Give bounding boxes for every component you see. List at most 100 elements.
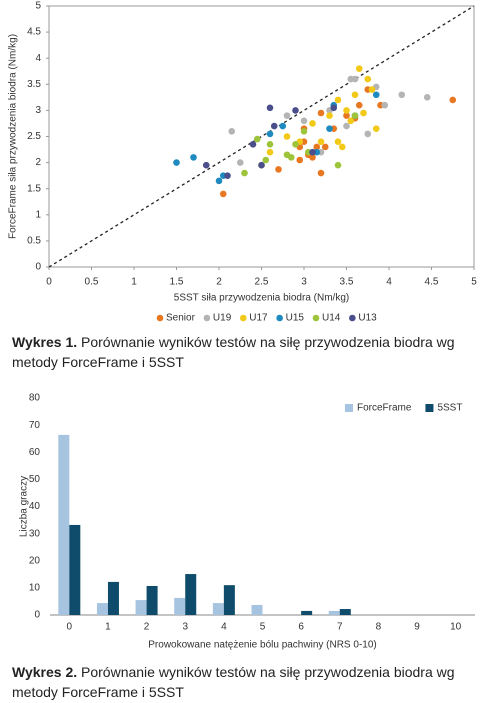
data-point: [270, 122, 278, 130]
y-tick-label: 3.5: [27, 79, 41, 90]
data-point: [283, 151, 291, 159]
data-point: [398, 91, 406, 99]
legend-label: 5SST: [437, 403, 462, 414]
x-axis-title: 5SST siła przywodzenia biodra (Nm/kg): [174, 293, 349, 304]
data-point: [326, 125, 333, 132]
y-tick-label: 70: [29, 420, 41, 431]
y-tick-label: 30: [29, 528, 41, 539]
x-tick-label: 7: [337, 622, 343, 633]
data-point: [219, 190, 227, 198]
data-point: [317, 169, 325, 177]
x-tick-label: 1.5: [170, 277, 184, 288]
data-point: [275, 166, 282, 173]
y-tick-label: 0.5: [27, 236, 41, 247]
x-tick-label: 5: [260, 622, 266, 633]
data-point: [343, 122, 350, 130]
y-tick-label: 1.5: [27, 183, 41, 194]
x-tick-label: 2: [216, 277, 222, 288]
y-tick-label: 50: [29, 474, 41, 485]
data-point: [300, 127, 308, 135]
data-point: [343, 112, 350, 119]
legend-marker: [203, 314, 211, 322]
data-point: [330, 104, 338, 112]
data-point: [381, 101, 389, 109]
data-point: [343, 107, 350, 114]
data-point: [266, 130, 274, 138]
x-tick-label: 3: [182, 622, 188, 633]
data-point: [351, 112, 359, 119]
y-tick-label: 80: [29, 393, 41, 404]
data-point: [313, 143, 321, 151]
bar: [58, 434, 70, 615]
legend-marker: [425, 404, 434, 412]
y-tick-label: 5: [35, 1, 41, 12]
bar: [185, 574, 197, 615]
data-point: [292, 107, 299, 114]
x-tick-label: 4: [386, 277, 392, 288]
bar: [107, 581, 119, 615]
y-tick-label: 2: [35, 157, 41, 168]
data-point: [347, 117, 355, 125]
bar: [174, 597, 186, 615]
y-tick-label: 2.5: [27, 131, 41, 142]
x-tick-label: 1: [131, 277, 137, 288]
data-point: [266, 104, 274, 112]
data-point: [236, 159, 244, 166]
data-point: [364, 130, 372, 138]
legend-label: Senior: [166, 313, 196, 324]
y-tick-label: 60: [29, 447, 41, 458]
data-point: [423, 94, 431, 101]
caption-label: Wykres 1.: [12, 334, 78, 350]
data-point: [351, 75, 359, 83]
data-point: [334, 96, 342, 104]
legend-marker: [312, 314, 320, 322]
bar: [339, 609, 351, 615]
data-point: [202, 161, 210, 169]
data-point: [296, 156, 304, 164]
data-point: [228, 127, 236, 135]
legend-marker: [349, 314, 356, 322]
caption-label: Wykres 2.: [12, 664, 78, 680]
x-tick-label: 9: [414, 622, 420, 633]
data-point: [292, 141, 299, 148]
data-point: [372, 125, 380, 132]
x-tick-label: 4: [221, 622, 227, 633]
bar: [135, 600, 147, 615]
data-point: [258, 161, 265, 169]
reference-line: [48, 5, 475, 268]
data-point: [283, 133, 291, 140]
y-tick-label: 40: [29, 501, 41, 512]
bar: [328, 610, 340, 615]
data-point: [449, 96, 457, 104]
data-point: [326, 112, 333, 119]
x-tick-label: 3: [301, 277, 307, 288]
x-tick-label: 10: [450, 622, 462, 633]
x-tick-label: 0.5: [85, 277, 99, 288]
y-tick-label: 0: [35, 262, 41, 273]
x-axis-title: Prowokowane natężenie bólu pachwiny (NRS…: [148, 640, 376, 651]
legend-label: U14: [322, 313, 341, 324]
x-tick-label: 8: [376, 622, 382, 633]
x-tick-label: 2: [144, 622, 150, 633]
x-tick-label: 6: [298, 622, 304, 633]
data-point: [279, 122, 287, 130]
data-point: [355, 65, 363, 72]
data-point: [241, 169, 248, 177]
x-tick-label: 2.5: [255, 277, 269, 288]
y-axis-title: ForceFrame siła przywodzenia biodra (Nm/…: [8, 34, 19, 239]
data-point: [190, 154, 197, 161]
data-point: [321, 143, 329, 151]
y-tick-label: 4.5: [27, 27, 41, 38]
data-point: [317, 138, 325, 146]
x-tick-label: 4.5: [425, 277, 439, 288]
data-point: [300, 117, 308, 125]
legend-label: U13: [358, 313, 377, 324]
data-point: [355, 101, 363, 109]
bar: [96, 603, 108, 615]
bar: [146, 585, 158, 615]
caption: Wykres 2. Porównanie wyników testów na s…: [12, 662, 472, 702]
data-point: [317, 109, 325, 117]
data-point: [262, 156, 270, 164]
data-point: [338, 143, 346, 151]
